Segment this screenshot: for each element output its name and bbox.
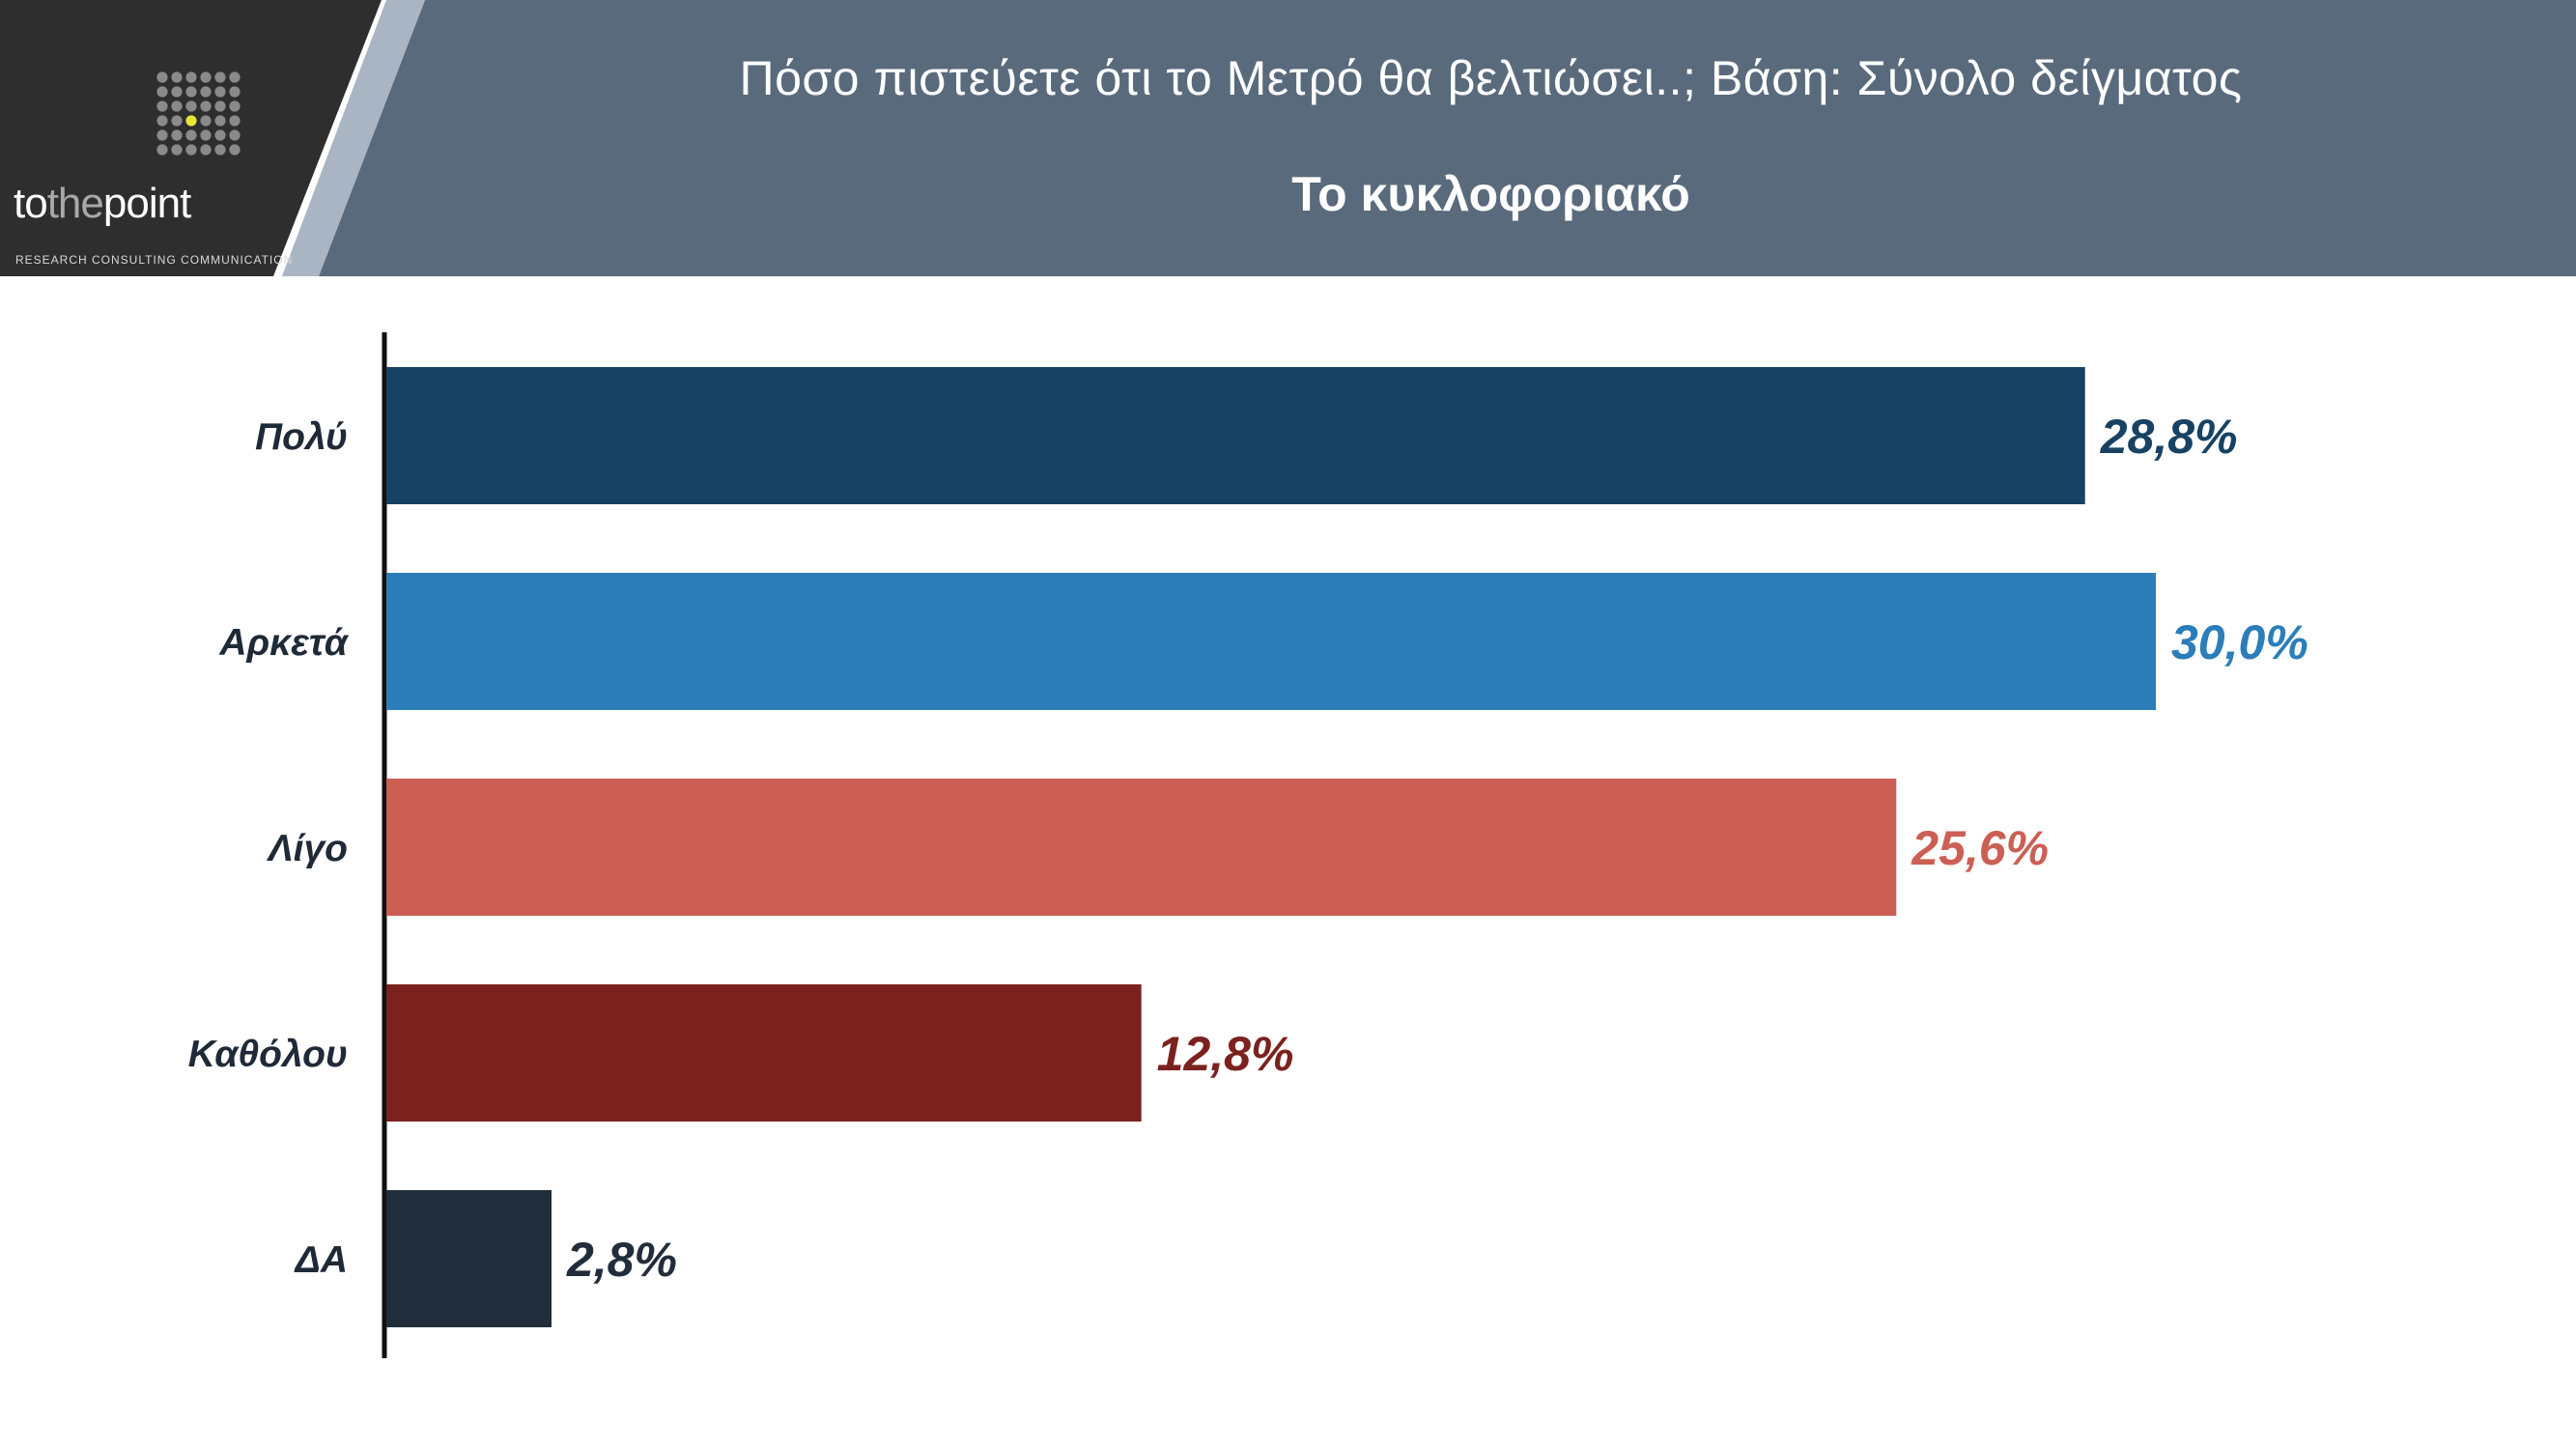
bar-2 xyxy=(386,779,1897,916)
bar-4 xyxy=(386,1190,552,1327)
bar-1 xyxy=(386,573,2156,710)
brand-tagline: RESEARCH CONSULTING COMMUNICATION xyxy=(15,253,294,267)
data-label-0: 28,8% xyxy=(2100,410,2238,464)
chart-header: tothepoint RESEARCH CONSULTING COMMUNICA… xyxy=(0,0,2576,276)
header-background xyxy=(0,0,2576,276)
category-label-0: Πολύ xyxy=(255,416,348,458)
data-label-1: 30,0% xyxy=(2171,615,2308,669)
category-label-2: Λίγο xyxy=(267,828,348,869)
data-label-3: 12,8% xyxy=(1157,1027,1294,1081)
bar-3 xyxy=(386,984,1142,1122)
title-banner xyxy=(319,0,2576,276)
dot-grid-logo-icon xyxy=(156,71,241,156)
data-label-4: 2,8% xyxy=(566,1233,677,1287)
chart-subtitle: Το κυκλοφοριακό xyxy=(1291,167,1690,221)
chart-title: Πόσο πιστεύετε ότι το Μετρό θα βελτιώσει… xyxy=(739,51,2243,105)
category-label-4: ΔΑ xyxy=(294,1239,348,1281)
data-label-2: 25,6% xyxy=(1911,821,2049,875)
bar-chart: Πολύ 28,8% Αρκετά 30,0% Λίγο 25,6% Καθόλου 12,8… xyxy=(188,332,2308,1358)
category-label-1: Αρκετά xyxy=(218,622,349,664)
category-label-3: Καθόλου xyxy=(188,1034,348,1075)
bar-0 xyxy=(386,367,2085,504)
brand-logo-wordmark: tothepoint xyxy=(14,180,191,227)
banner-accent-stripe xyxy=(282,0,425,276)
